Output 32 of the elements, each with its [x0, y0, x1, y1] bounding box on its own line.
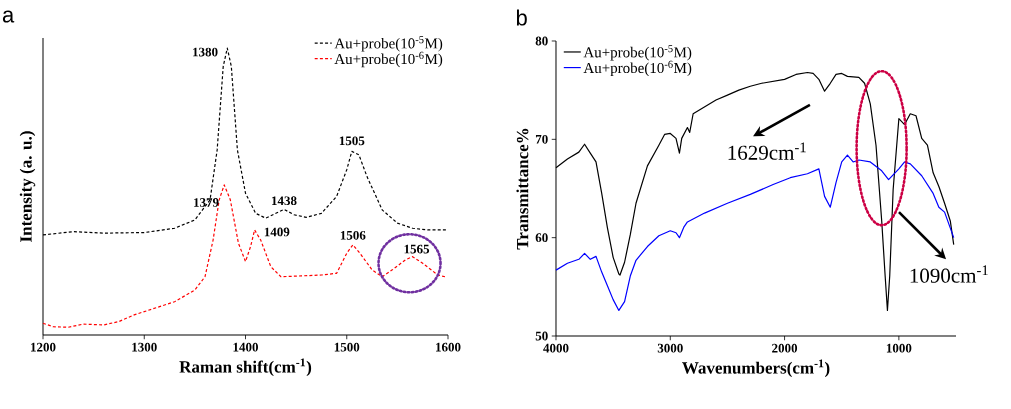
annotation: 1505 [339, 136, 365, 146]
annotation: 1506 [340, 230, 366, 240]
x-tick-label: 1000 [886, 343, 912, 353]
x-axis-title: Wavenumbers(cm$^{-1}$) [682, 359, 830, 378]
x-tick-label: 1200 [31, 342, 56, 352]
x-tick-label: 1600 [436, 342, 461, 352]
x-tick-label: 1500 [334, 342, 360, 352]
x-tick-label: 3000 [657, 343, 683, 353]
x-axis-title: Raman shift(cm$^{-1}$) [179, 358, 312, 377]
annotation: 1380 [193, 47, 218, 57]
annotation: 1565 [404, 244, 430, 254]
x-tick-label: 2000 [772, 343, 798, 353]
y-tick-label: 70 [535, 134, 548, 144]
y-axis-title: Transmittance% [516, 128, 529, 250]
y-tick-label: 80 [535, 36, 548, 46]
y-tick-label: 50 [535, 331, 548, 341]
chart-title: b [516, 9, 527, 26]
legend-label: Au+probe(10$^{-6}$M) [334, 51, 443, 68]
y-axis-title: Intensity (a. u.) [19, 131, 36, 242]
annotation: 1379 [194, 198, 219, 207]
annotation: 1629cm$^{-1}$ [728, 142, 806, 160]
x-tick-label: 1400 [233, 342, 258, 352]
annotation: 1090cm$^{-1}$ [910, 265, 988, 283]
legend-label: Au+probe(10$^{-5}$M) [583, 45, 692, 61]
annotation: 1438 [272, 196, 297, 206]
legend-label: Au+probe(10$^{-5}$M) [334, 36, 443, 52]
legend-label: Au+probe(10$^{-6}$M) [583, 60, 692, 77]
chart-title: a [2, 10, 15, 23]
x-tick-label: 4000 [543, 343, 569, 353]
x-tick-label: 1300 [132, 342, 157, 352]
y-tick-label: 60 [535, 233, 548, 243]
annotation: 1409 [264, 227, 290, 237]
